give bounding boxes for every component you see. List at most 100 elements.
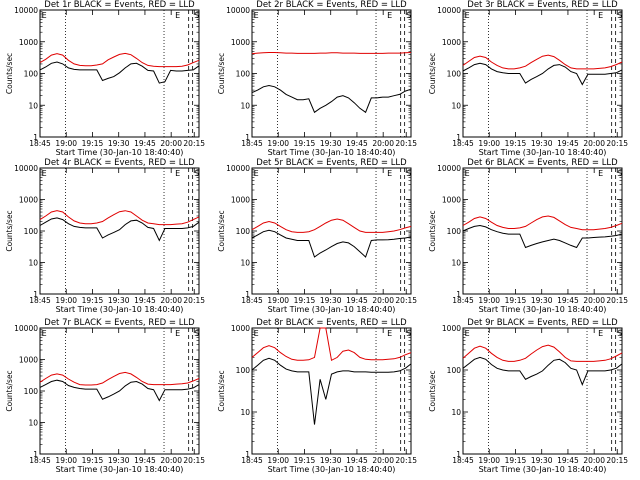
y-tick-label: 100 [24,387,39,396]
x-tick-label: 18:45 [29,296,51,305]
x-tick-label: 20:00 [583,456,605,465]
y-tick-label: 1 [456,133,461,142]
marker-label: E [42,11,47,20]
y-tick-label: 1000 [442,196,461,205]
marker-label: E [254,169,259,178]
x-tick-label: 20:00 [583,139,605,148]
marker-label: E [42,169,47,178]
marker-label: E [175,11,180,20]
x-tick-label: 19:45 [557,456,579,465]
x-tick-label: 19:00 [267,296,289,305]
x-tick-label: 18:45 [241,296,263,305]
events-series-line [39,217,200,242]
plot-frame [39,167,200,295]
y-axis-label: Counts/sec [217,53,226,94]
y-tick-label: 10 [240,408,250,417]
y-axis-label: Counts/sec [217,210,226,251]
x-tick-label: 20:00 [160,456,182,465]
y-tick-label: 1 [245,133,250,142]
chart-title: Det 4r BLACK = Events, RED = LLD [44,158,195,168]
marker-label: S [617,329,622,338]
chart-title: Det 5r BLACK = Events, RED = LLD [256,158,407,168]
y-axis-label: Counts/sec [428,210,437,251]
y-tick-label: 10 [451,259,461,268]
y-tick-label: 100 [24,70,39,79]
x-tick-label: 19:45 [134,139,156,148]
lld-series-line [251,327,412,362]
y-axis-label: Counts/sec [5,53,14,94]
y-tick-label: 1000 [442,324,461,333]
y-tick-label: 100 [447,227,462,236]
marker-label: E [387,329,392,338]
y-axis-label: Counts/sec [217,370,226,411]
plot-frame [251,9,412,138]
y-tick-label: 100 [447,366,462,375]
x-tick-label: 19:15 [505,296,527,305]
marker-label: S [406,169,411,178]
x-tick-label: 19:45 [557,296,579,305]
x-tick-label: 20:15 [606,139,628,148]
marker-label: E [254,11,259,20]
events-series-line [39,379,200,402]
marker-label: E [42,329,47,338]
x-tick-label: 19:45 [346,296,368,305]
y-tick-label: 1 [456,450,461,459]
x-tick-label: 19:15 [294,139,316,148]
y-tick-label: 10000 [14,164,38,173]
events-series-line [251,84,412,114]
chart-title: Det 7r BLACK = Events, RED = LLD [44,318,195,328]
chart-title: Det 9r BLACK = Events, RED = LLD [467,318,618,328]
marker-label: E [175,169,180,178]
x-tick-label: 19:00 [478,456,500,465]
x-tick-label: 19:00 [267,456,289,465]
x-tick-label: 19:45 [346,456,368,465]
chart-panel: Det 3r BLACK = Events, RED = LLD 1 10 100 10… [428,0,628,157]
chart-title: Det 6r BLACK = Events, RED = LLD [467,158,618,168]
x-tick-label: 19:30 [108,139,130,148]
x-tick-label: 18:45 [29,456,51,465]
x-tick-label: 19:15 [505,456,527,465]
x-tick-label: 20:00 [160,296,182,305]
y-tick-label: 1 [245,290,250,299]
lld-series-line [462,215,623,231]
x-tick-label: 19:15 [505,139,527,148]
x-tick-label: 20:15 [606,456,628,465]
x-axis-label: Start Time (30-Jan-10 18:40:40) [56,148,184,157]
x-tick-label: 19:00 [478,296,500,305]
y-tick-label: 1 [33,133,38,142]
chart-title: Det 1r BLACK = Events, RED = LLD [44,0,195,10]
marker-label: E [387,11,392,20]
marker-label: E [465,329,470,338]
x-tick-label: 19:30 [108,296,130,305]
chart-panel: Det 6r BLACK = Events, RED = LLD 1 10 100 10… [428,158,628,314]
marker-label: S [194,329,199,338]
y-tick-label: 1000 [442,38,461,47]
y-tick-label: 100 [24,227,39,236]
y-tick-label: 10000 [14,324,38,333]
marker-label: S [194,169,199,178]
chart-panel: Det 8r BLACK = Events, RED = LLD 1 10 100 10… [217,318,417,474]
x-tick-label: 20:15 [395,296,417,305]
y-tick-label: 100 [236,227,251,236]
y-tick-label: 10 [28,101,38,110]
marker-label: E [598,329,603,338]
events-series-line [251,357,412,425]
x-tick-label: 20:15 [606,296,628,305]
plot-frame [251,327,412,455]
y-tick-label: 10 [28,259,38,268]
y-tick-label: 1 [33,290,38,299]
y-axis-label: Counts/sec [428,370,437,411]
y-tick-label: 1000 [19,196,38,205]
y-tick-label: 10000 [437,164,461,173]
lld-series-line [462,344,623,362]
chart-panel: Det 7r BLACK = Events, RED = LLD 1 10 100 10… [5,318,205,474]
x-tick-label: 20:15 [395,456,417,465]
x-tick-label: 20:15 [183,296,205,305]
x-tick-label: 18:45 [241,139,263,148]
y-tick-label: 1 [456,290,461,299]
y-tick-label: 1 [33,450,38,459]
y-tick-label: 100 [236,70,251,79]
chart-title: Det 2r BLACK = Events, RED = LLD [256,0,407,10]
x-tick-label: 19:00 [478,139,500,148]
y-tick-label: 100 [447,70,462,79]
